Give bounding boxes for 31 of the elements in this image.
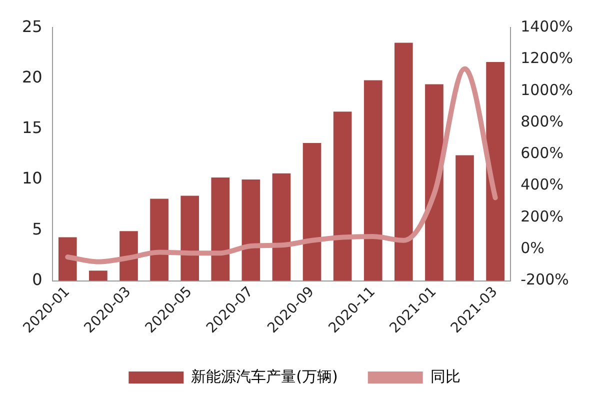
y-tick-label: 20 xyxy=(22,67,42,86)
bar xyxy=(486,62,504,281)
y2-tick-label: 400% xyxy=(520,176,564,194)
y2-tick-label: 0% xyxy=(520,239,544,258)
bar xyxy=(333,112,352,281)
bar xyxy=(180,196,199,281)
bar xyxy=(425,84,444,281)
legend-label: 同比 xyxy=(430,367,460,386)
bar xyxy=(242,179,260,281)
y2-tick-label: 600% xyxy=(520,144,564,162)
y2-tick-label: 800% xyxy=(520,112,564,130)
bar xyxy=(364,80,382,281)
bar xyxy=(211,177,230,281)
y2-tick-label: 1000% xyxy=(520,80,574,99)
y-tick-label: 5 xyxy=(32,219,42,238)
bar xyxy=(272,173,291,281)
y2-tick-label: -200% xyxy=(520,270,569,289)
bar xyxy=(89,270,108,281)
y2-tick-label: 1400% xyxy=(520,17,574,36)
bar xyxy=(394,42,413,281)
bar xyxy=(456,155,474,281)
bar xyxy=(150,198,168,281)
bar xyxy=(58,237,77,281)
y-tick-label: 15 xyxy=(22,118,42,138)
y2-tick-label: 1200% xyxy=(520,49,574,68)
y-tick-label: 0 xyxy=(32,270,42,289)
y-tick-label: 10 xyxy=(22,168,42,188)
legend-label: 新能源汽车产量(万辆) xyxy=(191,367,338,386)
bar xyxy=(302,143,322,281)
y-tick-label: 25 xyxy=(22,16,42,36)
y2-tick-label: 200% xyxy=(520,207,564,226)
